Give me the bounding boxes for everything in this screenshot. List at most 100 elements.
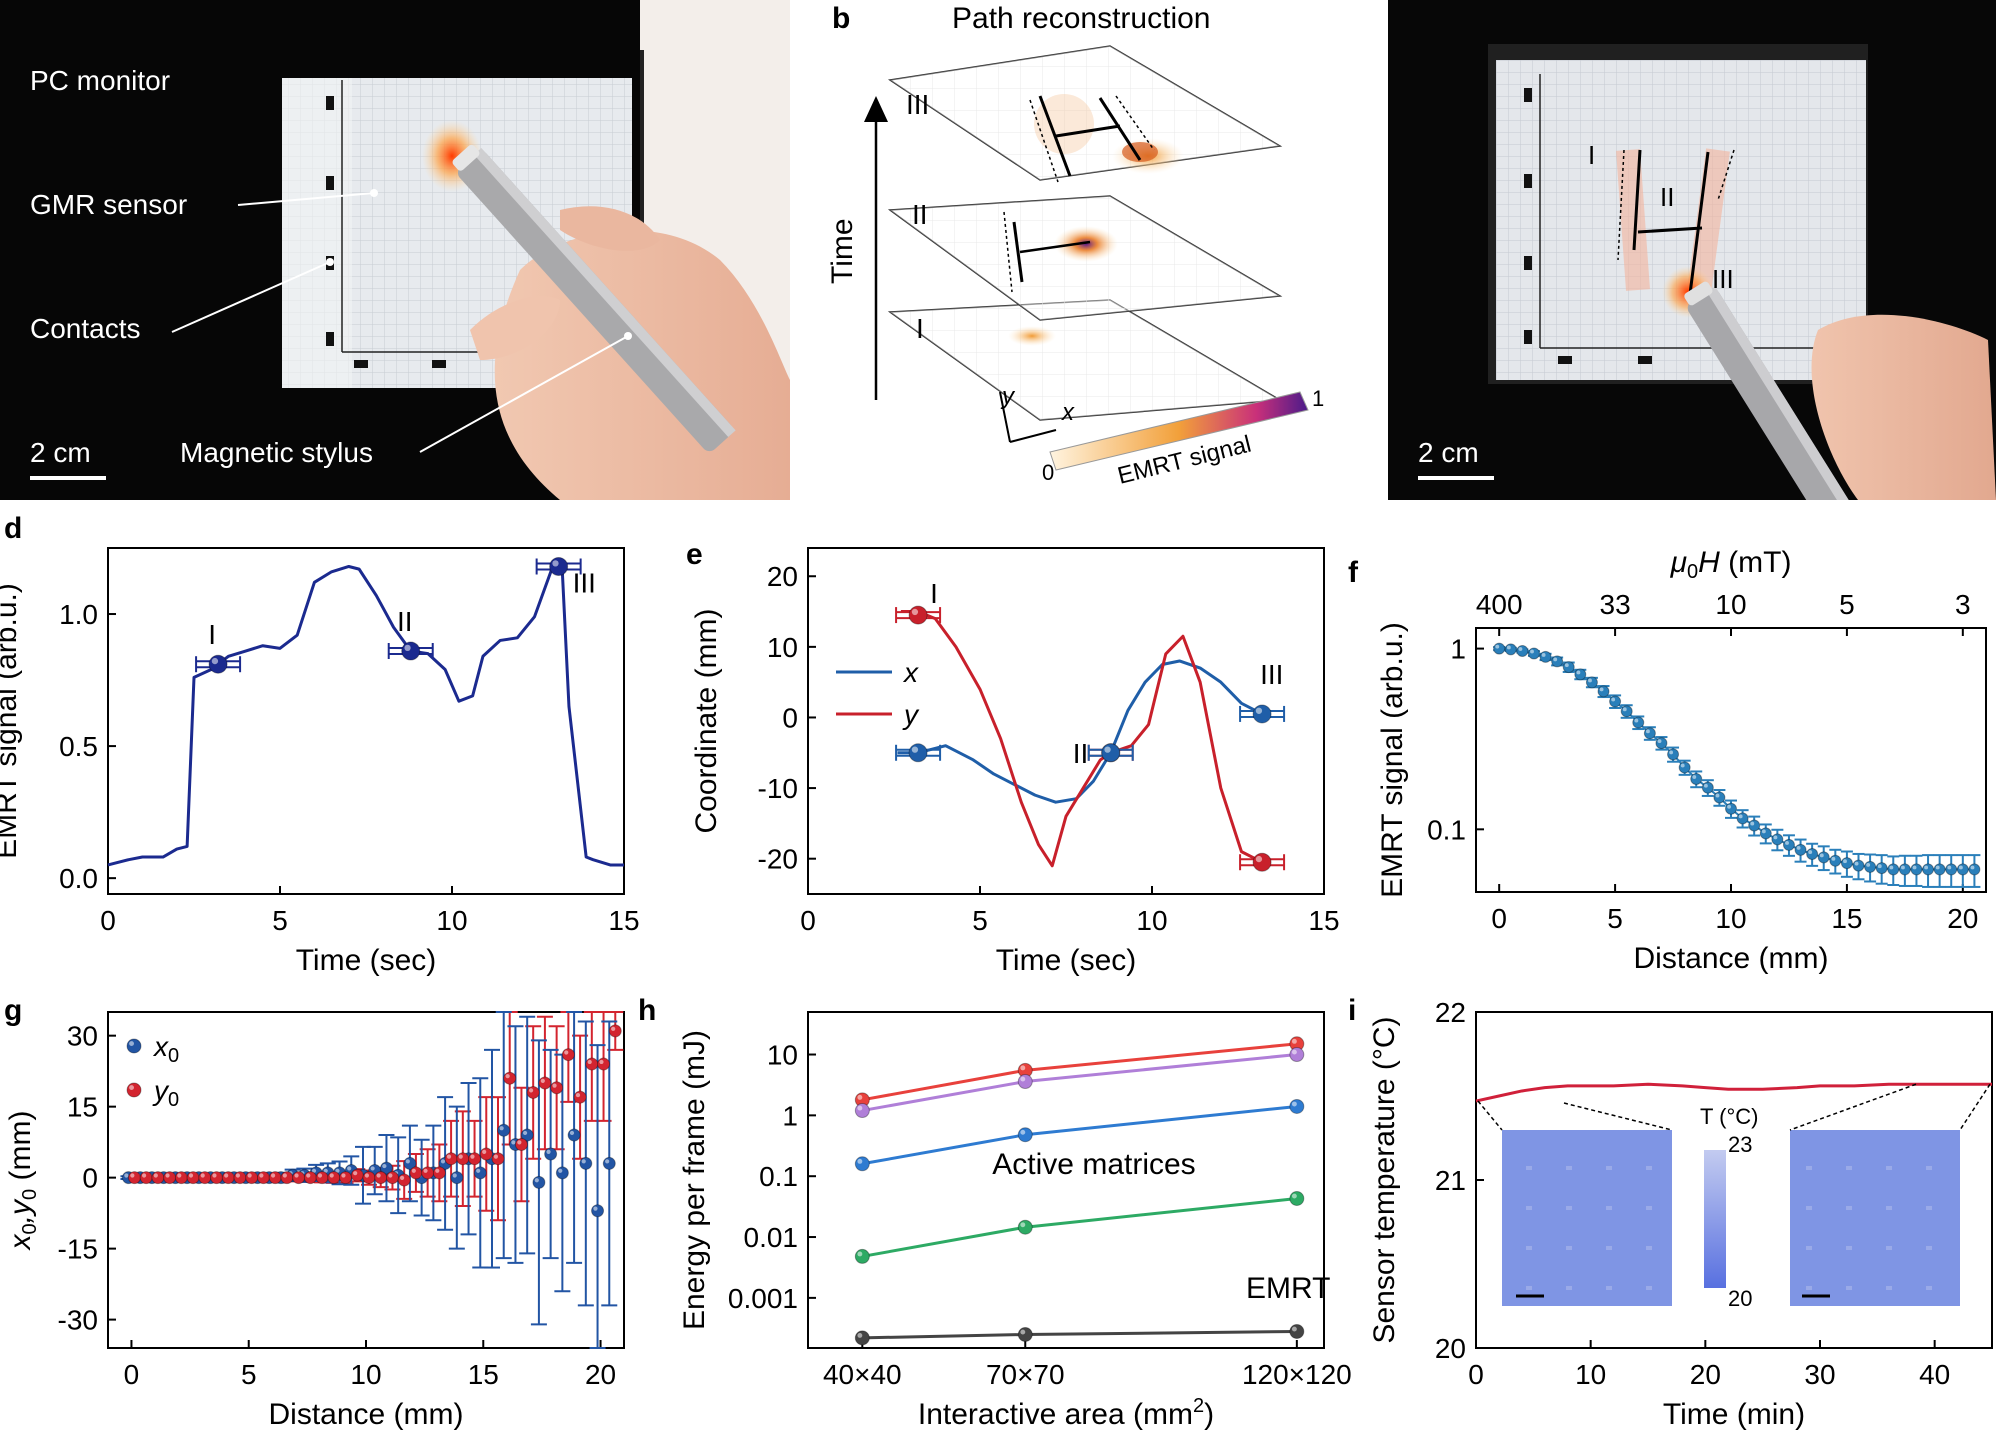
data-point-highlight: [1877, 864, 1882, 869]
y-axis-label: Energy per frame (mJ): [678, 1030, 711, 1330]
data-point-y0: [280, 1171, 294, 1185]
data-point-y0-highlight: [505, 1074, 510, 1079]
y-axis-label: EMRT signal (arb.u.): [0, 583, 23, 859]
data-point-y0-highlight: [294, 1173, 299, 1178]
y-tick-label: 1: [782, 1100, 798, 1131]
x-tick-label: 10: [1715, 903, 1746, 934]
data-point-y0: [198, 1171, 212, 1185]
data-point: [1643, 727, 1656, 740]
x-tick-label: 120×120: [1242, 1359, 1352, 1390]
data-point-highlight: [1506, 645, 1511, 650]
marker-x-highlight: [911, 746, 919, 753]
marker-label-II: II: [397, 606, 413, 637]
marker-y-highlight: [911, 608, 919, 616]
chart-f: 0 5 10 15 20 1 0.1 Distance (mm) EMRT signal (ar…: [1376, 546, 1987, 975]
y-tick-label: 1: [1450, 634, 1466, 665]
data-point: [1887, 863, 1900, 876]
x-tick-label: 15: [608, 905, 639, 936]
data-point-y0-highlight: [587, 1059, 592, 1065]
x-tick-label: 10: [1575, 1359, 1606, 1390]
data-point-highlight: [1530, 649, 1534, 654]
scale-label-a: 2 cm: [30, 437, 91, 468]
data-point-y0: [608, 1024, 622, 1038]
data-point-highlight: [1843, 859, 1847, 864]
data-point: [1782, 838, 1795, 851]
data-point-purple: [854, 1103, 870, 1119]
data-point-highlight: [1773, 835, 1778, 840]
data-point-y0-highlight: [353, 1171, 358, 1176]
y-tick-label: 10: [767, 632, 798, 663]
top-tick-label: 400: [1476, 589, 1523, 620]
data-point-y0-highlight: [376, 1173, 381, 1178]
data-point-highlight: [1611, 697, 1616, 702]
data-point-x0-highlight: [311, 1168, 317, 1173]
marker-label-I: I: [930, 578, 938, 609]
data-point-y0: [385, 1171, 399, 1185]
colorbar-i-min: 20: [1728, 1286, 1752, 1311]
marker-y: [908, 605, 928, 625]
data-point-x0: [567, 1128, 581, 1142]
marker-x: [1101, 743, 1121, 763]
data-point-y0: [374, 1171, 388, 1185]
data-point-purple-highlight: [1020, 1076, 1026, 1082]
data-point-green: [1017, 1219, 1033, 1235]
series-red: [862, 1042, 1297, 1102]
data-point-y0-highlight: [599, 1059, 604, 1065]
series-x: [897, 659, 1263, 804]
label-magnetic-stylus: Magnetic stylus: [180, 437, 373, 468]
label-contacts: Contacts: [30, 313, 141, 344]
series-green: [862, 1197, 1297, 1258]
data-point-y0-highlight: [235, 1173, 240, 1178]
data-point: [1771, 833, 1784, 846]
data-point-y0: [397, 1173, 411, 1187]
legend-marker-x-highlight: [129, 1041, 134, 1047]
data-point-x0: [532, 1175, 546, 1189]
x-tick-label: 30: [1804, 1359, 1835, 1390]
data-point: [1736, 812, 1749, 825]
data-point-red-highlight: [1020, 1065, 1026, 1071]
data-point-highlight: [1703, 783, 1708, 788]
marker-x-highlight: [1104, 746, 1111, 753]
data-point-y0-highlight: [470, 1154, 475, 1159]
data-point-blue: [1017, 1127, 1033, 1143]
data-point-y0-highlight: [200, 1173, 205, 1178]
x-axis-label: Time (sec): [296, 944, 437, 977]
data-point: [1493, 642, 1506, 655]
layer-II: II: [887, 195, 1283, 321]
data-point-x0-highlight: [534, 1178, 539, 1183]
data-point-y0: [362, 1171, 376, 1185]
panel-c-photo: I II III 2 cm: [1388, 0, 1996, 500]
top-tick-label: 3: [1955, 589, 1971, 620]
data-point-y0-highlight: [188, 1173, 194, 1178]
data-point-red-highlight: [857, 1094, 863, 1100]
x-tick-label: 10: [350, 1359, 381, 1390]
data-point-x0-highlight: [335, 1168, 340, 1173]
data-point-x0-highlight: [569, 1130, 575, 1136]
data-point-y0: [303, 1171, 317, 1185]
data-point-blue: [1289, 1098, 1305, 1114]
data-point: [1701, 781, 1714, 794]
chart-d: 0 5 10 15 0.0 0.5 1.0 Time (sec) EMRT signal (ar…: [0, 547, 640, 977]
top-tick-label: 33: [1600, 589, 1631, 620]
svg-text:1: 1: [1312, 386, 1324, 411]
data-point-highlight: [1785, 841, 1789, 845]
x-tick-label: 0: [100, 905, 116, 936]
legend-label-y: y: [902, 699, 920, 730]
data-point-blue-highlight: [1291, 1101, 1297, 1107]
data-point-x0: [555, 1166, 569, 1180]
axis-y-arrow: [999, 391, 1011, 443]
x-tick-label: 20: [1690, 1359, 1721, 1390]
x-tick-label: 40: [1919, 1359, 1950, 1390]
legend-label-x: x: [902, 657, 919, 688]
data-point-x0-highlight: [452, 1173, 457, 1178]
data-point-y0: [468, 1152, 482, 1166]
panel-letter-b: b: [832, 2, 851, 35]
data-point-x0-highlight: [593, 1206, 598, 1211]
data-point-EMRT-highlight: [1291, 1326, 1297, 1332]
svg-text:x: x: [1061, 399, 1075, 426]
data-point-highlight: [1889, 865, 1894, 870]
data-point: [1817, 851, 1830, 864]
data-point-y0-highlight: [411, 1168, 416, 1173]
data-point: [1620, 705, 1633, 718]
y-tick-label: 1.0: [59, 599, 98, 630]
